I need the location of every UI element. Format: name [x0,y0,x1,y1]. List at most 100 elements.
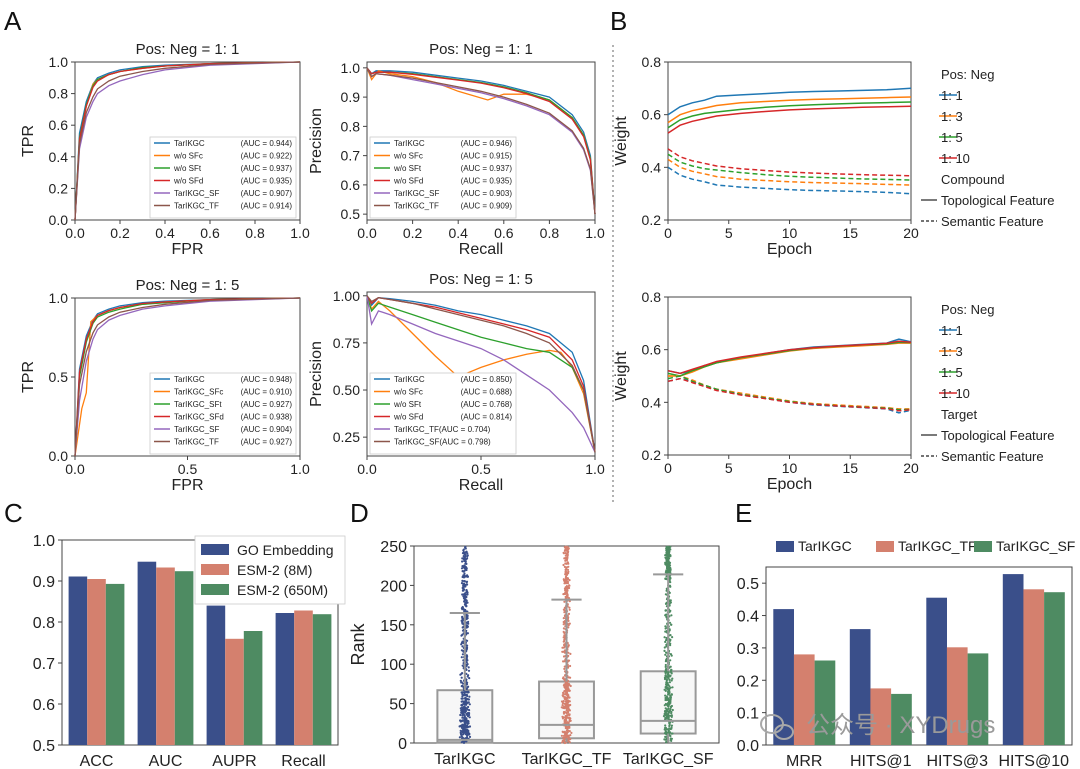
rank-point [464,547,467,550]
x-tick-label: 0.0 [65,461,85,477]
rank-point [664,630,667,633]
rank-point [665,613,668,616]
rank-point [568,720,571,723]
rank-point [463,582,466,585]
y-tick-label: 250 [380,539,407,556]
rank-point [669,545,672,548]
rank-point [465,589,468,592]
rank-point [568,726,571,729]
legend-label: TarIKGC_SFt [174,400,222,409]
rank-point [463,705,466,709]
legend-auc: (AUC = 0.935) [241,177,293,186]
rank-point [563,719,566,722]
rank-point [465,616,468,620]
rank-point [666,546,669,549]
rank-point [467,674,470,677]
y-tick-label: 0.4 [49,149,69,165]
legend-label: w/o SFd [393,177,423,186]
legend-label: TarIKGC_TF [394,202,439,211]
series-line [667,158,912,186]
chart-title: Pos: Neg = 1: 5 [429,271,533,288]
rank-point [466,583,469,586]
panel-label-b: B [610,6,627,36]
rank-point [566,549,569,552]
rank-point [562,700,565,703]
rank-point [565,582,568,585]
rank-point [569,652,572,656]
legend-label: w/o SFc [173,152,203,161]
rank-point [463,565,466,568]
rank-point [562,608,566,611]
rank-point [567,708,571,711]
rank-point [666,673,669,676]
y-tick-label: 0.6 [49,117,69,133]
x-axis-label: Epoch [767,476,812,493]
x-tick-label: 20 [903,460,919,476]
bar [294,610,313,745]
y-tick-label: 0.50 [333,382,360,398]
legend-auc: (AUC = 0.814) [461,413,513,422]
series-line [667,340,912,375]
series-line [366,67,596,215]
rank-point [465,656,468,659]
y-tick-label: 0.5 [33,738,55,755]
legend-auc: (AUC = 0.850) [461,375,513,384]
legend-label: w/o SFt [393,164,422,173]
watermark-text: 公众号 · XYDrugs [806,712,995,739]
rank-point [465,580,469,583]
rank-point [668,727,671,730]
rank-point [664,653,667,656]
y-tick-label: 150 [380,618,407,635]
legend-auc: (AUC = 0.910) [241,388,293,397]
rank-point [669,701,672,705]
rank-point [460,676,463,679]
rank-point [462,733,465,736]
rank-point [565,567,568,570]
rank-point [461,653,464,656]
rank-point [465,661,468,664]
series-line [366,67,596,215]
rank-point [671,636,674,639]
rank-point [465,605,468,608]
rank-point [668,565,671,568]
bar [773,609,794,745]
rank-point [459,707,462,710]
rank-point [567,612,571,616]
rank-point [562,691,565,694]
x-tick-label: 1.0 [290,225,310,241]
rank-point [465,717,468,721]
rank-point [461,716,464,719]
bar [926,597,947,745]
rank-point [664,665,667,669]
legend-auc: (AUC = 0.937) [241,164,293,173]
rank-point [462,588,466,591]
legend-label: TarIKGC_SF [996,538,1075,554]
legend-label: TarIKGC_SF [174,425,219,434]
rank-point [565,553,568,556]
rank-point [664,674,667,677]
rank-point [564,697,568,700]
rank-point [670,715,673,719]
rank-point [466,734,469,737]
rank-point [665,547,668,550]
rank-point [468,712,471,715]
x-tick-label: 0.4 [448,225,468,241]
x-tick-label: 0.2 [403,225,423,241]
chart-bars_e: 0.0 0.1 0.2 0.3 0.4 0.5 MRR HITS@1 HITS@3 HITS@10… [737,538,1076,769]
rank-point [460,681,463,684]
rank-point [463,559,466,563]
panel-label-c: C [4,498,23,528]
bar [156,567,175,745]
series-line [667,96,912,124]
y-tick-label: 1.0 [33,533,55,550]
rank-point [463,715,466,718]
rank-point [665,643,668,646]
y-tick-label: 0.5 [341,206,361,222]
x-axis-label: FPR [172,241,204,258]
rank-point [463,717,466,720]
y-axis-label: Weight [613,116,630,166]
rank-point [664,663,667,667]
y-tick-label: 0.5 [737,576,759,593]
rank-point [670,712,673,715]
